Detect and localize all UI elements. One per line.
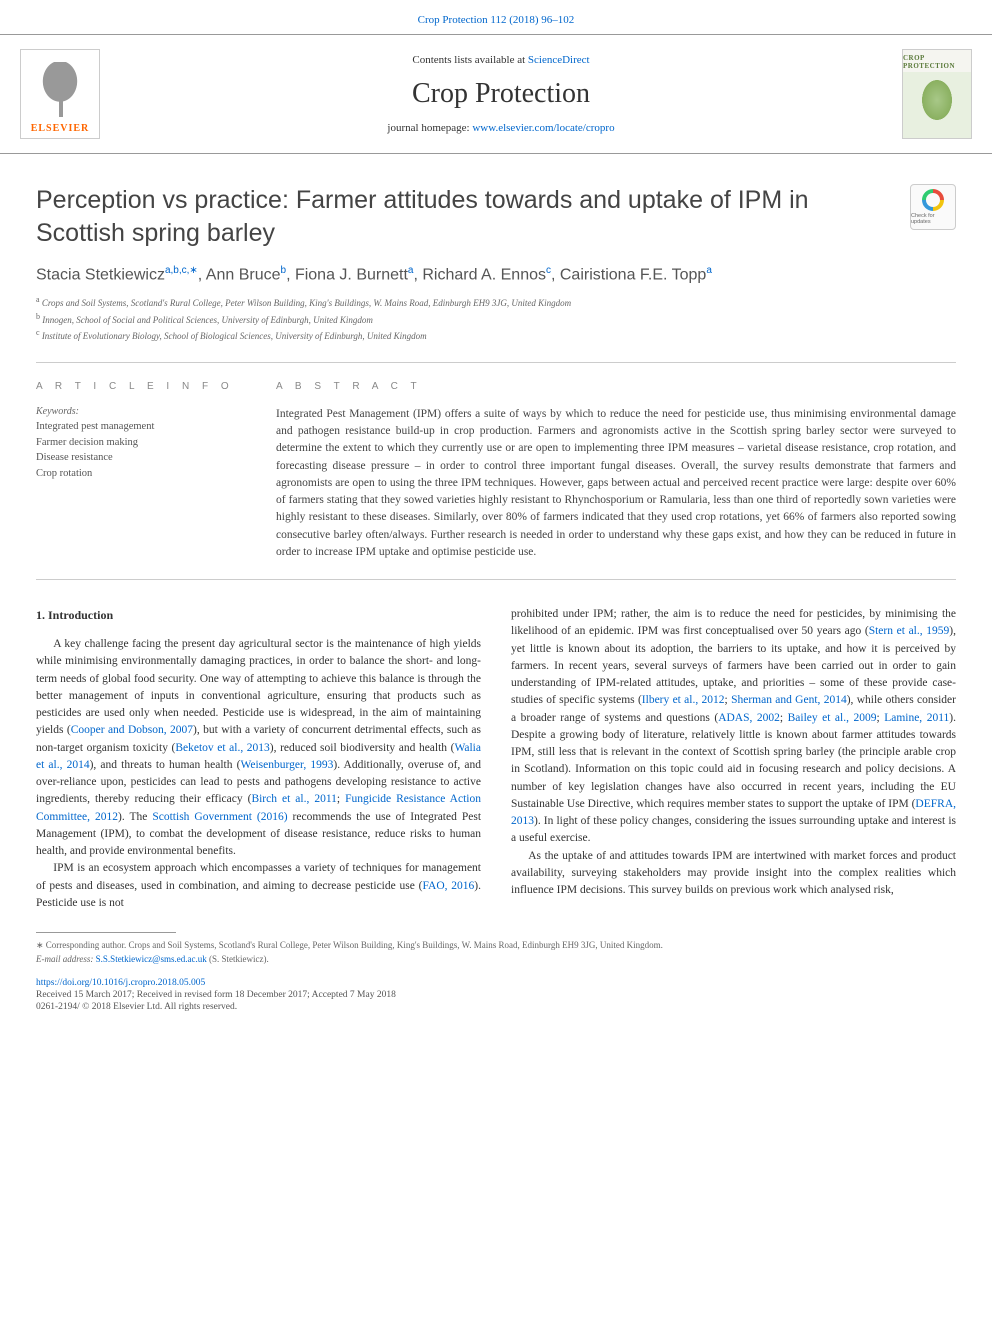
citation-link[interactable]: Cooper and Dobson, 2007 [71,724,193,736]
crossmark-badge[interactable]: Check for updates [910,184,956,230]
body-text: ), reduced soil biodiversity and health … [270,742,455,754]
affiliation-line: c Institute of Evolutionary Biology, Sch… [36,327,956,344]
section-heading: 1. Introduction [36,606,481,624]
body-column-right: prohibited under IPM; rather, the aim is… [511,606,956,912]
keywords-label: Keywords: [36,406,236,417]
homepage-prefix: journal homepage: [387,122,472,134]
citation-header: Crop Protection 112 (2018) 96–102 [0,0,992,34]
cover-label: CROP PROTECTION [903,54,971,70]
divider [36,579,956,580]
keyword-item: Integrated pest management [36,419,236,435]
crossmark-label: Check for updates [911,213,955,225]
leaf-icon [922,80,952,120]
authors-line: Stacia Stetkiewicza,b,c,∗, Ann Bruceb, F… [36,265,956,284]
article-dates: Received 15 March 2017; Received in revi… [36,990,956,1000]
keyword-item: Disease resistance [36,450,236,466]
body-text: ; [337,793,345,805]
body-text: ). In light of these policy changes, con… [511,815,956,844]
citation-link[interactable]: FAO, 2016 [422,880,474,892]
affiliation-line: b Innogen, School of Social and Politica… [36,311,956,328]
body-paragraph: As the uptake of and attitudes towards I… [511,848,956,900]
keyword-item: Farmer decision making [36,435,236,451]
citation-link[interactable]: Ilbery et al., 2012 [642,694,725,706]
article-info-heading: A R T I C L E I N F O [36,381,236,392]
contents-line: Contents lists available at ScienceDirec… [100,54,902,66]
email-suffix: (S. Stetkiewicz). [207,954,269,964]
journal-title: Crop Protection [100,78,902,110]
body-paragraph: prohibited under IPM; rather, the aim is… [511,606,956,848]
email-label: E-mail address: [36,954,96,964]
footer-divider [36,932,176,933]
publisher-name: ELSEVIER [31,123,90,134]
citation-link[interactable]: Sherman and Gent, 2014 [731,694,847,706]
abstract-block: A B S T R A C T Integrated Pest Manageme… [276,381,956,561]
affiliations: a Crops and Soil Systems, Scotland's Rur… [36,294,956,344]
keywords-list: Integrated pest managementFarmer decisio… [36,419,236,482]
citation-link[interactable]: Weisenburger, 1993 [240,759,333,771]
journal-cover: CROP PROTECTION [902,49,972,139]
homepage-link[interactable]: www.elsevier.com/locate/cropro [472,122,614,134]
citation-link[interactable]: Birch et al., 2011 [251,793,336,805]
contents-prefix: Contents lists available at [412,54,527,66]
publisher-logo: ELSEVIER [20,49,100,139]
homepage-line: journal homepage: www.elsevier.com/locat… [100,122,902,134]
copyright: 0261-2194/ © 2018 Elsevier Ltd. All righ… [36,1002,956,1012]
keyword-item: Crop rotation [36,466,236,482]
citation-link[interactable]: Bailey et al., 2009 [788,712,877,724]
citation-link[interactable]: Scottish Government (2016) [152,811,287,823]
body-text: IPM is an ecosystem approach which encom… [36,862,481,891]
body-paragraph: IPM is an ecosystem approach which encom… [36,860,481,912]
corresponding-text: ∗ Corresponding author. Crops and Soil S… [36,939,956,953]
abstract-heading: A B S T R A C T [276,381,956,392]
affiliation-line: a Crops and Soil Systems, Scotland's Rur… [36,294,956,311]
divider [36,362,956,363]
body-text: ). The [118,811,152,823]
article-info-block: A R T I C L E I N F O Keywords: Integrat… [36,381,236,561]
elsevier-tree-icon [30,62,90,117]
citation-link[interactable]: Crop Protection 112 (2018) 96–102 [418,14,575,26]
crossmark-icon [922,189,944,211]
footer: ∗ Corresponding author. Crops and Soil S… [0,932,992,1032]
citation-link[interactable]: Stern et al., 1959 [869,625,950,637]
email-link[interactable]: S.S.Stetkiewicz@sms.ed.ac.uk [96,954,207,964]
journal-center-block: Contents lists available at ScienceDirec… [100,54,902,134]
body-columns: 1. Introduction A key challenge facing t… [36,606,956,912]
body-column-left: 1. Introduction A key challenge facing t… [36,606,481,912]
sciencedirect-link[interactable]: ScienceDirect [528,54,590,66]
citation-link[interactable]: Beketov et al., 2013 [175,742,269,754]
body-text: ; [780,712,788,724]
abstract-text: Integrated Pest Management (IPM) offers … [276,406,956,561]
corresponding-author: ∗ Corresponding author. Crops and Soil S… [36,939,956,966]
citation-link[interactable]: ADAS, 2002 [718,712,780,724]
doi-link[interactable]: https://doi.org/10.1016/j.cropro.2018.05… [36,978,956,988]
journal-header: ELSEVIER Contents lists available at Sci… [0,34,992,154]
body-text: As the uptake of and attitudes towards I… [511,850,956,897]
article-title: Perception vs practice: Farmer attitudes… [36,184,894,249]
body-text: ), and threats to human health ( [90,759,241,771]
body-text: ). Despite a growing body of literature,… [511,712,956,810]
citation-link[interactable]: Lamine, 2011 [884,712,949,724]
body-text: A key challenge facing the present day a… [36,638,481,736]
body-paragraph: A key challenge facing the present day a… [36,636,481,860]
